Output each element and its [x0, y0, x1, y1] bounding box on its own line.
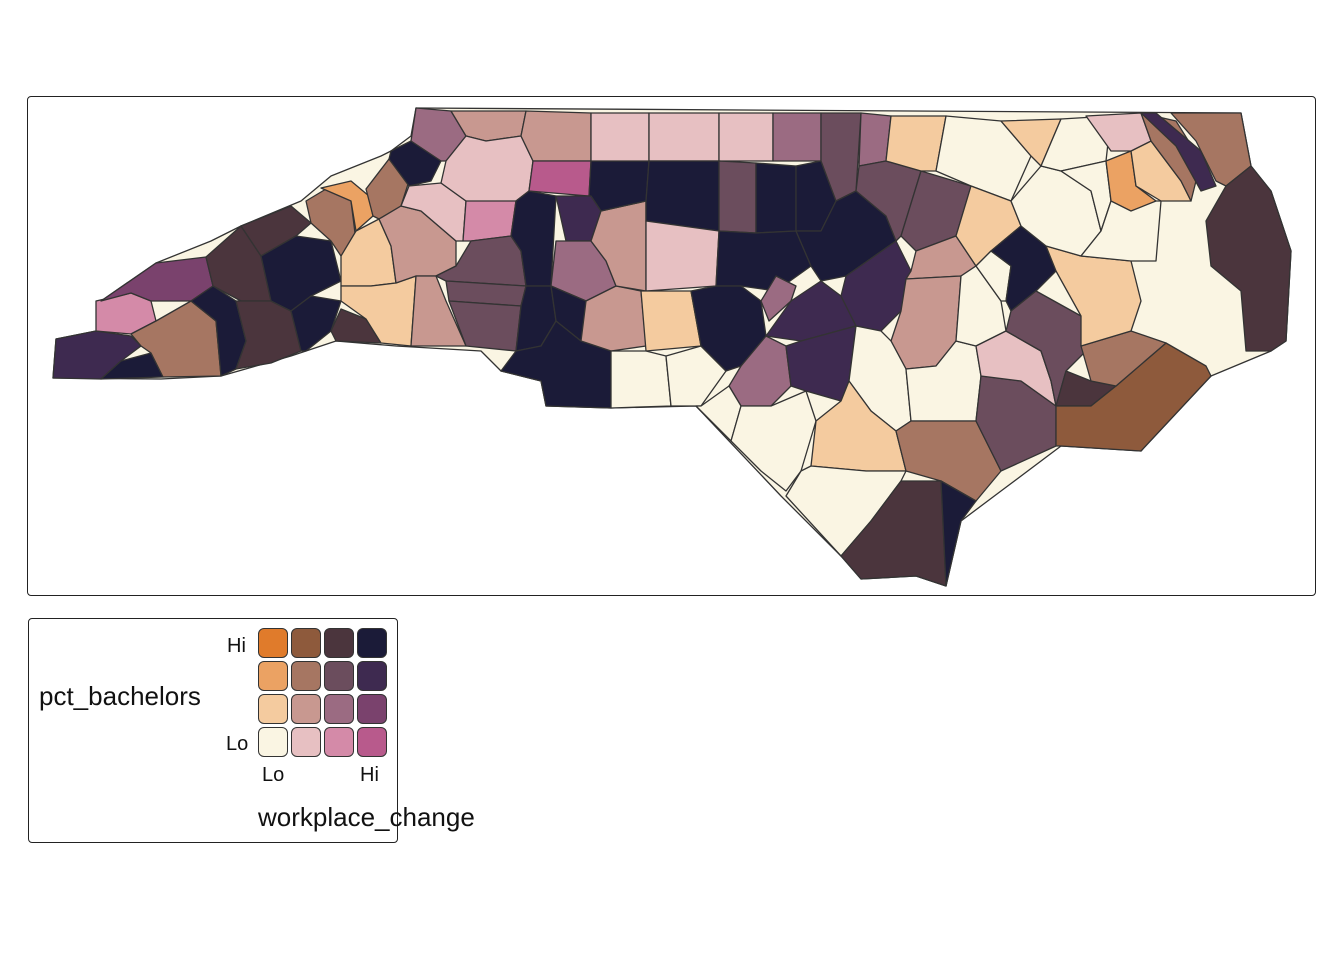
county: [610, 350, 672, 409]
county: [755, 162, 797, 234]
legend-cell: [357, 628, 387, 658]
legend-cell: [258, 628, 288, 658]
legend-y-hi-label: Hi: [227, 635, 246, 657]
county: [410, 275, 467, 347]
legend-x-title: workplace_change: [258, 802, 475, 832]
county: [520, 110, 592, 162]
county: [1085, 112, 1152, 152]
legend-cell: [258, 727, 288, 757]
legend-cell: [357, 727, 387, 757]
county: [772, 112, 822, 162]
legend-x-lo-label: Lo: [262, 764, 285, 786]
county: [718, 112, 774, 162]
county: [528, 160, 592, 197]
county: [1205, 165, 1292, 352]
legend-cell: [324, 661, 354, 691]
legend-cell: [324, 628, 354, 658]
county: [1140, 112, 1202, 202]
county: [260, 235, 342, 312]
county: [940, 480, 977, 587]
legend-cell: [291, 661, 321, 691]
county: [645, 160, 720, 232]
county: [1055, 342, 1212, 452]
legend-cell: [291, 628, 321, 658]
bivariate-legend: pct_bachelors Hi Lo Lo Hi workplace_chan…: [28, 618, 475, 843]
county: [462, 200, 517, 242]
legend-x-hi-label: Hi: [360, 764, 379, 786]
county: [645, 220, 720, 292]
county: [665, 345, 727, 407]
legend-cell: [258, 661, 288, 691]
legend-y-title: pct_bachelors: [39, 681, 201, 711]
county: [240, 205, 312, 257]
legend-cell: [357, 661, 387, 691]
legend-cell: [291, 727, 321, 757]
legend-cell: [258, 694, 288, 724]
map-panel: [27, 96, 1316, 596]
legend-cell: [324, 694, 354, 724]
legend-cell: [324, 727, 354, 757]
county: [648, 112, 720, 162]
county: [1140, 112, 1217, 192]
legend-cell: [291, 694, 321, 724]
county: [760, 275, 797, 322]
county: [100, 256, 214, 302]
legend-cell: [357, 694, 387, 724]
legend-color-grid: [258, 628, 390, 760]
county: [590, 112, 650, 162]
north-carolina-county-map: [52, 107, 1292, 587]
county: [1005, 290, 1092, 407]
legend-y-lo-label: Lo: [226, 733, 249, 755]
county: [718, 160, 757, 234]
county: [885, 115, 947, 172]
